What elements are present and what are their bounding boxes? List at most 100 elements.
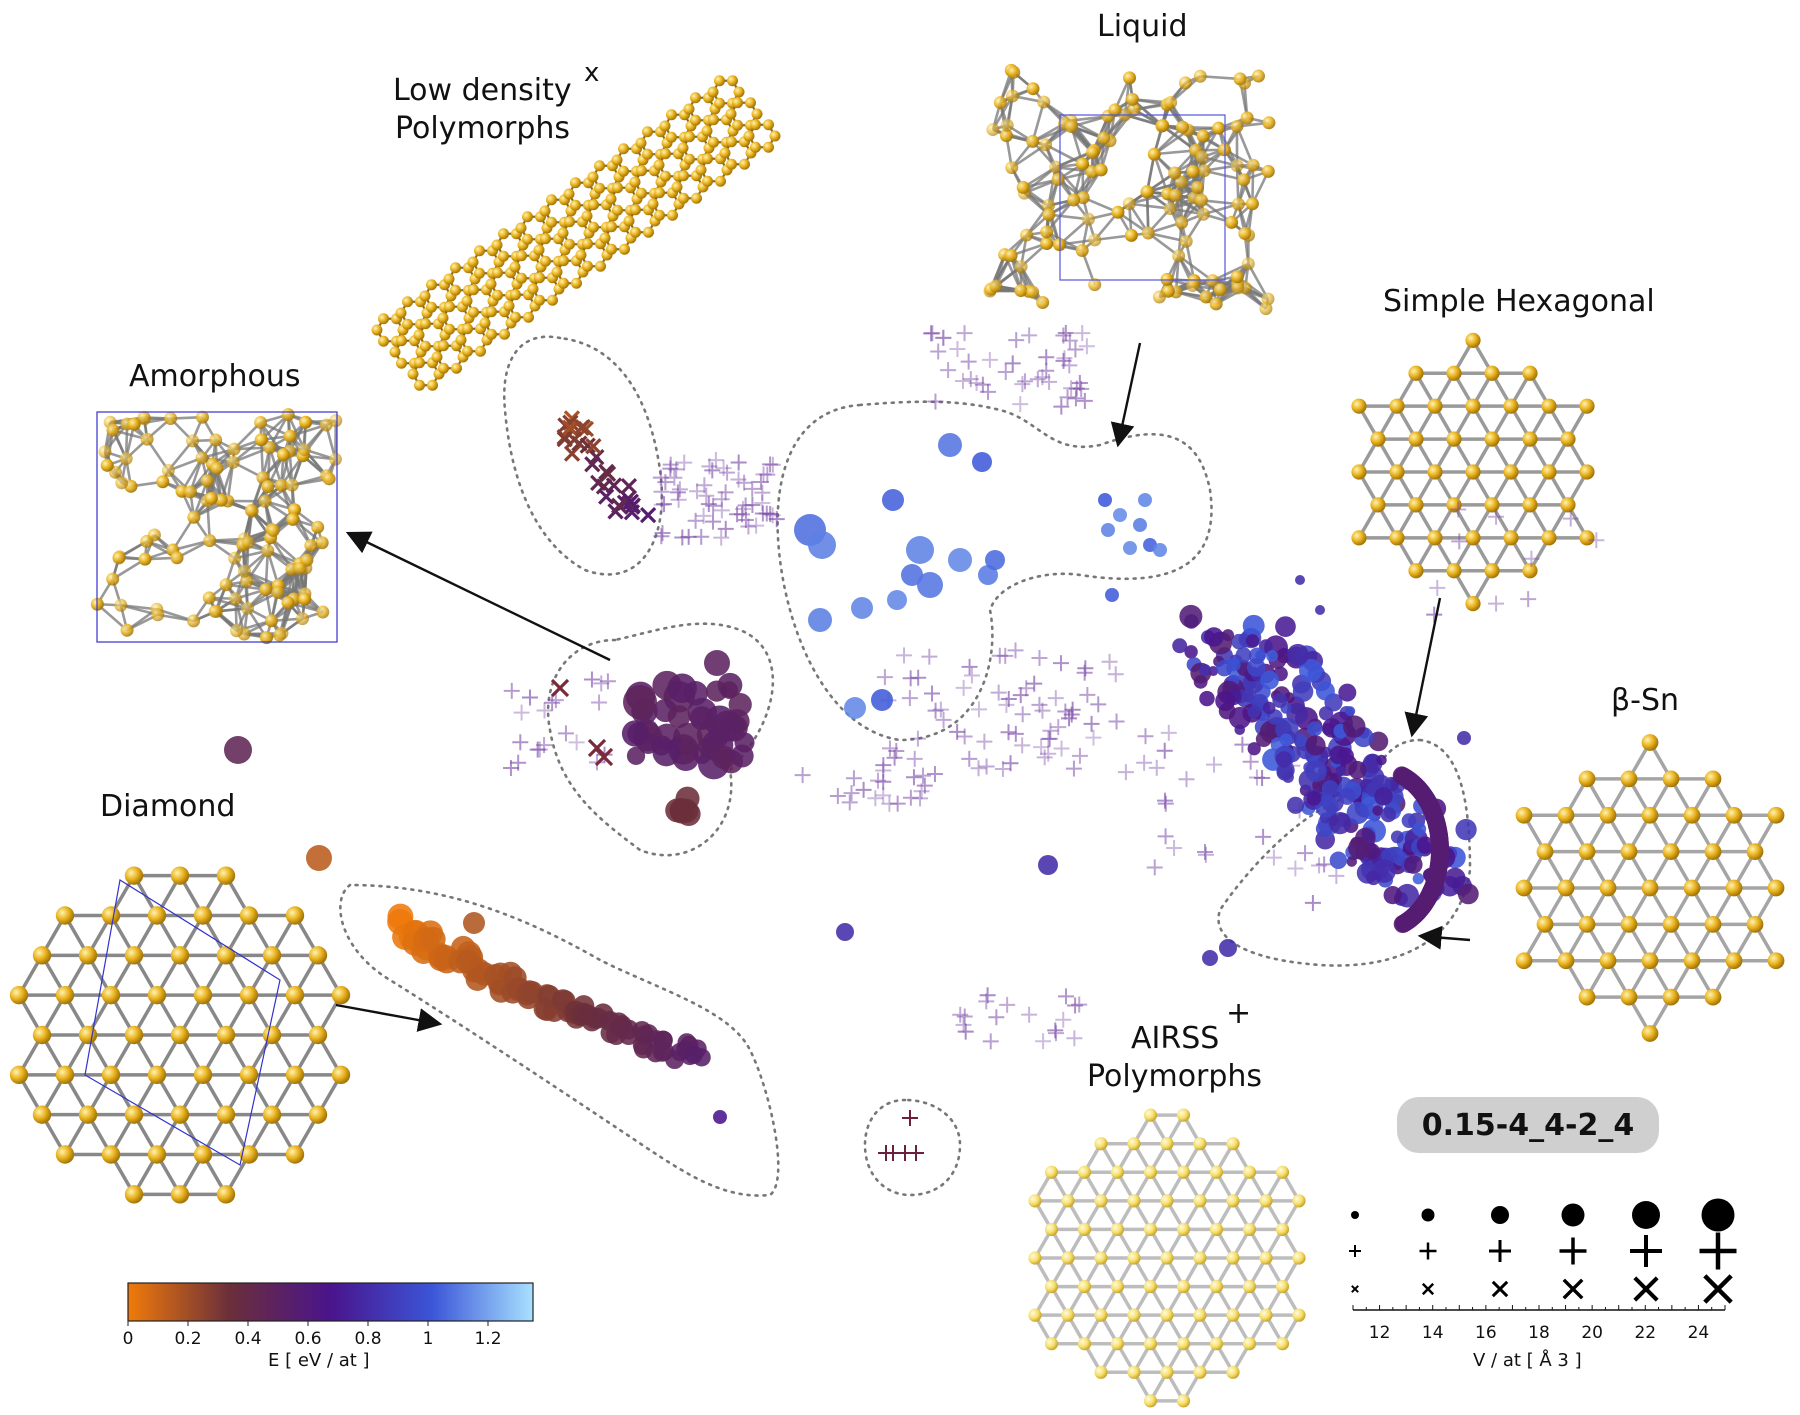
plus-point [927,702,944,719]
plus-point [1012,687,1029,704]
plus-point [1038,349,1055,366]
x-point [563,445,581,462]
x-point [620,478,638,495]
plus-point [730,454,747,471]
circle-point [1338,683,1357,702]
plus-point [1061,710,1078,727]
circle-point [1412,822,1427,837]
structure-images [9,63,1785,1408]
plus-point [902,670,919,687]
circle-point [1390,830,1404,844]
circle-point [1243,691,1255,703]
circle-point [1393,915,1412,934]
volume-tick-label: 22 [1634,1323,1656,1343]
plus-point [656,496,673,513]
plus-point [653,528,670,545]
plus-point [1053,398,1070,415]
legend-x-marker [1633,1276,1659,1302]
plus-point [759,466,776,483]
plus-point [521,689,538,706]
data-points [224,324,1605,1161]
outline-airss-small [863,1098,962,1197]
plus-point [1157,828,1174,845]
plus-point [1146,859,1163,876]
plus-point [1107,666,1124,683]
plus-point [990,684,1007,701]
circle-point [1276,764,1293,781]
circle-point [1315,820,1333,838]
plus-point [1014,376,1031,393]
plus-point [1055,352,1072,369]
circle-point [1246,658,1266,677]
plus-point [902,1110,918,1126]
label-airss: AIRSS [1131,1021,1220,1056]
circle-point [1457,883,1479,905]
plus-point [1426,606,1443,623]
legend-circle-marker [1351,1211,1359,1219]
circle-point [667,705,691,728]
plus-point [1035,1033,1052,1050]
circle-point [1204,627,1224,647]
structure-diamond [9,866,351,1204]
plus-point [717,484,734,501]
plus-point [912,790,929,807]
circle-point [948,548,972,572]
plus-point [875,787,892,804]
plus-point [935,329,952,346]
plus-point [1031,696,1048,713]
plus-point [949,341,966,358]
plus-point [715,460,732,477]
structure-airss [1028,1108,1306,1408]
plus-point [1429,579,1446,596]
plus-point [557,725,574,742]
plus-point [881,740,898,757]
x-point [594,747,614,767]
plus-point [707,452,724,469]
plus-point [1029,371,1046,388]
plus-point [687,512,704,529]
plus-point [1008,332,1025,349]
volume-tick-label: 16 [1475,1323,1497,1343]
circle-point [1366,870,1381,886]
plus-point [875,773,892,790]
x-point [574,419,591,436]
circle-point [882,489,904,511]
colorbar: 0 0.2 0.4 0.6 0.8 1 1.2 [123,1282,534,1349]
plus-point [1078,338,1095,355]
circle-point [730,744,754,768]
plus-point [1197,844,1214,861]
circle-point [1255,731,1272,748]
circle-point [623,685,657,719]
plus-point [927,393,944,410]
circle-point [1242,614,1265,637]
plus-point [698,487,715,504]
plus-point [704,462,721,479]
circle-point [1306,791,1322,806]
circle-point [1444,867,1466,889]
colorbar-tick-label: 1 [423,1329,434,1349]
circle-point [1272,692,1288,708]
plus-point [1206,756,1223,773]
plus-point [1063,380,1080,397]
outline-low-density [502,335,664,576]
x-point [611,497,628,514]
plus-point [754,505,771,522]
plus-point [1085,729,1102,746]
plus-point [902,789,919,806]
plus-point [976,733,993,750]
circle-point [1247,705,1261,719]
plus-point [921,648,938,665]
circle-point [1199,690,1215,707]
plus-point [916,777,933,794]
plus-point [888,742,905,759]
circle-point [938,433,962,457]
plus-point [1311,857,1328,874]
structure-liquid [983,63,1276,316]
plus-point [1026,675,1043,692]
plus-point [952,1006,969,1023]
plus-point [878,1145,894,1161]
volume-tick-label: 14 [1422,1323,1444,1343]
plus-point [736,474,753,491]
plus-point [593,675,610,692]
plus-point [1083,715,1100,732]
